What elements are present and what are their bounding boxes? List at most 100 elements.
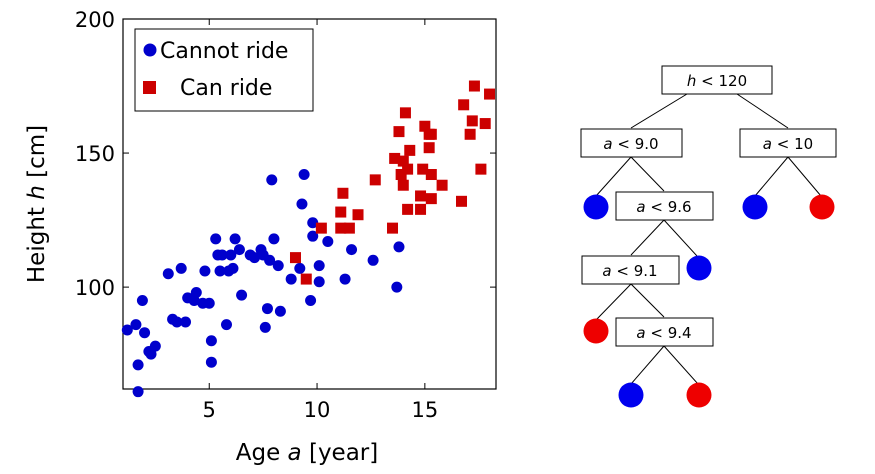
data-point-cannot-ride [171,316,183,328]
tree-node-a-lt-9.0: a < 9.0 [580,128,683,158]
tree-leaf-cannot-ride [583,194,609,220]
data-point-cannot-ride [313,276,325,288]
data-point-cannot-ride [313,260,325,272]
tree-leaf-can-ride [809,194,835,220]
data-point-cannot-ride [266,174,278,186]
data-point-cannot-ride [274,305,286,317]
x-tick-label: 5 [203,398,216,422]
data-point-cannot-ride [367,254,379,266]
data-point-cannot-ride [229,233,241,245]
data-point-cannot-ride [180,316,192,328]
data-point-can-ride [404,144,416,156]
x-axis-label: Age a [year] [236,440,378,466]
data-point-can-ride [417,163,429,175]
tree-leaf-cannot-ride [686,255,712,281]
svg-text:a < 10: a < 10 [763,135,813,153]
tree-leaf-cannot-ride [618,382,644,408]
data-point-cannot-ride [136,295,148,307]
data-point-can-ride [419,120,431,132]
axis-ticks: 5 10 15 100 150 200 [75,8,496,422]
data-point-can-ride [402,163,414,175]
data-point-can-ride [399,107,411,119]
data-point-can-ride [425,169,437,181]
data-point-cannot-ride [132,359,144,371]
data-point-cannot-ride [261,303,273,315]
data-point-can-ride [397,155,409,167]
data-point-cannot-ride [322,236,334,248]
data-point-cannot-ride [305,295,317,307]
legend-box [134,28,314,112]
tree-edge [754,156,789,197]
data-point-cannot-ride [264,254,276,266]
data-point-cannot-ride [294,262,306,274]
legend: Cannot ride Can ride [134,28,314,112]
tree-edge [736,93,789,129]
data-point-cannot-ride [149,340,161,352]
data-point-can-ride [475,163,487,175]
tree-edge [630,156,665,192]
data-point-cannot-ride [214,265,226,277]
tree-edge [787,156,822,197]
data-point-can-ride [387,222,399,234]
data-point-can-ride [415,190,427,202]
data-point-cannot-ride [190,286,202,298]
data-point-cannot-ride [391,281,403,293]
tree-edge [630,345,665,385]
data-point-cannot-ride [175,262,187,274]
x-tick-label: 15 [411,398,438,422]
svg-text:a < 9.4: a < 9.4 [636,324,691,342]
tree-leaf-cannot-ride [742,194,768,220]
y-axis-label: Height h [cm] [24,125,50,283]
data-point-can-ride [456,195,468,207]
tree-leaf-can-ride [686,382,712,408]
data-point-cannot-ride [203,297,215,309]
data-point-can-ride [415,203,427,215]
tree-node-a-lt-9.1: a < 9.1 [581,255,680,285]
svg-text:a < 9.6: a < 9.6 [636,198,691,216]
tree-node-a-lt-9.6: a < 9.6 [615,191,714,221]
data-point-can-ride [466,115,478,127]
data-point-can-ride [337,187,349,199]
data-point-can-ride [479,118,491,130]
svg-text:h < 120: h < 120 [687,72,747,90]
data-point-cannot-ride [268,233,280,245]
data-point-can-ride [389,152,401,164]
data-point-cannot-ride [307,217,319,229]
data-point-can-ride [484,88,496,100]
data-point-cannot-ride [145,348,157,360]
tree-node-a-lt-10: a < 10 [739,128,837,158]
data-point-can-ride [335,222,347,234]
data-point-cannot-ride [233,244,245,256]
data-point-cannot-ride [339,273,351,285]
legend-label-cannot-ride: Cannot ride [160,39,288,64]
tree-edge [630,219,665,256]
data-point-cannot-ride [121,324,133,336]
data-point-can-ride [468,80,480,92]
data-point-can-ride [343,222,355,234]
data-point-can-ride [458,99,470,111]
svg-text:a < 9.1: a < 9.1 [602,262,657,280]
data-point-cannot-ride [307,230,319,242]
data-point-cannot-ride [272,260,284,272]
tree-node-a-lt-9.4: a < 9.4 [615,317,714,347]
tree-edge [630,93,688,129]
data-point-cannot-ride [139,327,151,339]
tree-edge [595,283,632,321]
data-point-cannot-ride [225,249,237,261]
data-point-can-ride [423,142,435,154]
data-point-cannot-ride [346,244,358,256]
scatter-points [121,80,496,398]
svg-text:a < 9.0: a < 9.0 [603,135,658,153]
legend-marker-cannot-ride [143,43,157,57]
data-point-can-ride [464,128,476,140]
data-point-can-ride [397,179,409,191]
data-point-can-ride [402,203,414,215]
x-tick-label: 10 [304,398,331,422]
data-point-cannot-ride [210,233,222,245]
data-point-can-ride [425,193,437,205]
tree-edge [630,283,665,318]
data-point-can-ride [393,126,405,138]
data-point-can-ride [289,252,301,264]
data-point-can-ride [335,206,347,218]
